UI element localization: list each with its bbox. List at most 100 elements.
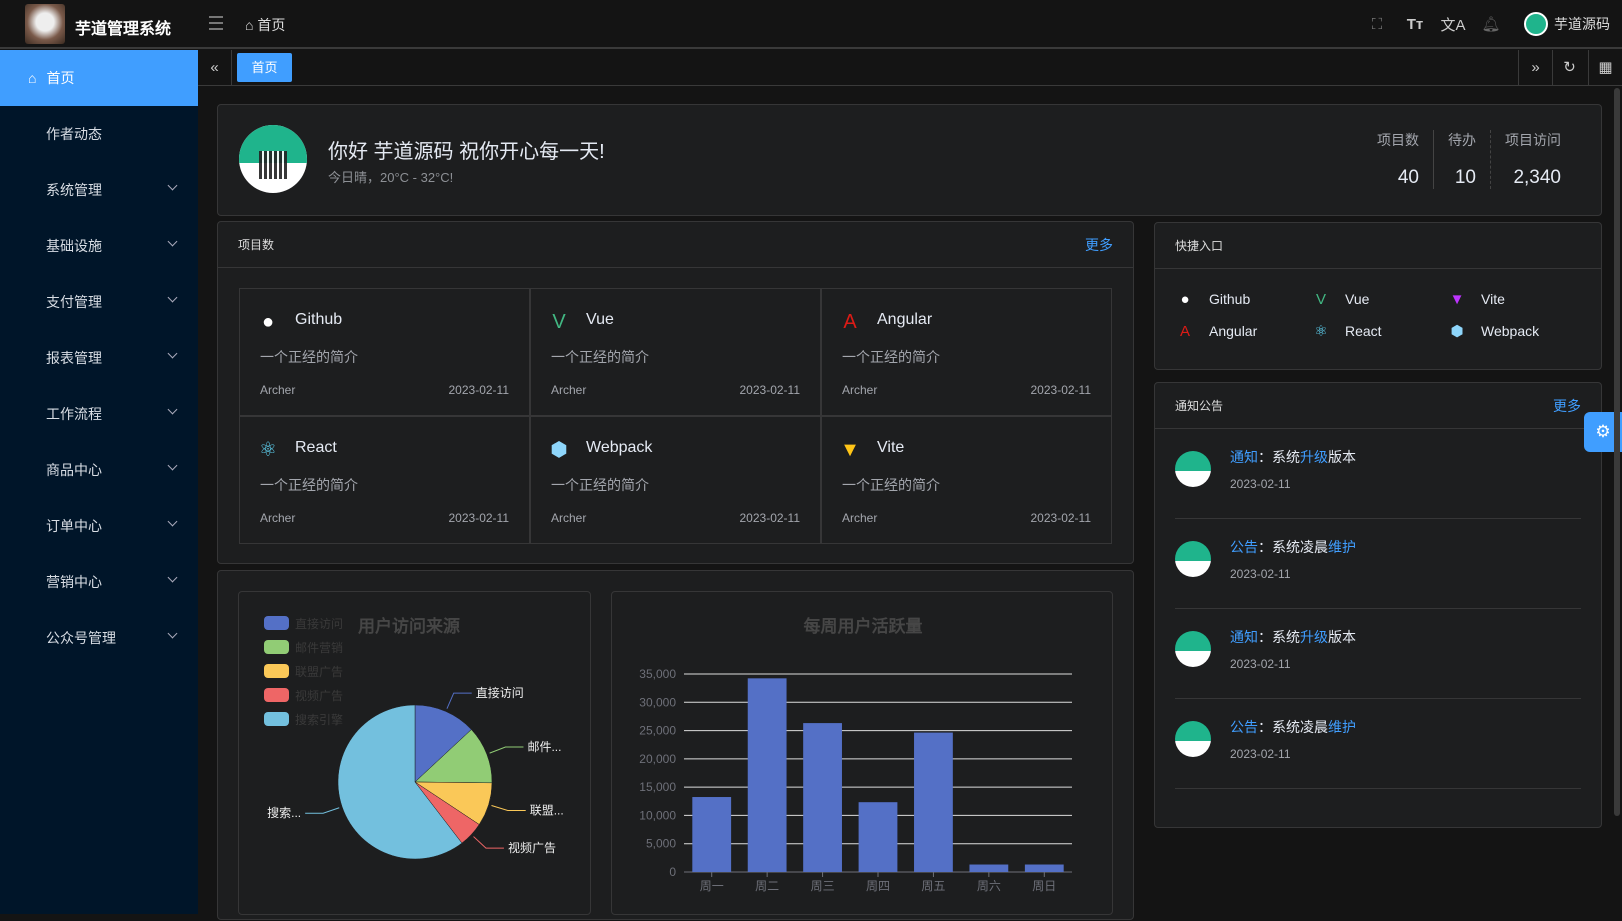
shortcut-item[interactable]: ● Github xyxy=(1171,289,1307,309)
y-tick-label: 5,000 xyxy=(646,837,676,851)
project-card[interactable]: ● Github 一个正经的简介 Archer 2023-02-11 xyxy=(239,288,530,416)
user-avatar[interactable] xyxy=(1524,12,1548,36)
github-icon: ● xyxy=(1180,290,1190,308)
bar xyxy=(803,723,842,872)
sidebar-item-label: 商品中心 xyxy=(46,462,102,478)
slice-label: 视频广告 xyxy=(508,840,556,855)
stat-label: 项目访问 xyxy=(1505,132,1561,148)
logo xyxy=(25,4,65,44)
y-tick-label: 10,000 xyxy=(639,808,676,822)
refresh-icon[interactable]: ↻ xyxy=(1552,50,1586,85)
notice-date: 2023-02-11 xyxy=(1230,657,1291,671)
grid-menu-icon[interactable]: ▦ xyxy=(1588,50,1622,85)
x-tick-label: 周三 xyxy=(811,879,835,893)
project-desc: 一个正经的简介 xyxy=(260,477,358,493)
sidebar-item[interactable]: 公众号管理 xyxy=(0,610,198,666)
sidebar: ⌂ 首页作者动态系统管理 基础设施 支付管理 报表管理 工作流程商品中心订单中心营销中心公… xyxy=(0,50,198,914)
breadcrumb-item[interactable]: 首页 xyxy=(257,17,286,33)
sidebar-item[interactable]: 系统管理 xyxy=(0,162,198,218)
fullscreen-icon[interactable]: ⛶ xyxy=(1371,15,1383,33)
y-tick-label: 30,000 xyxy=(639,695,676,709)
vue-icon: V xyxy=(552,311,566,333)
shortcut-item[interactable]: A Angular xyxy=(1171,321,1307,341)
legend-swatch xyxy=(264,712,289,726)
project-card[interactable]: ⚛ React 一个正经的简介 Archer 2023-02-11 xyxy=(239,416,530,544)
stat-value: 10 xyxy=(1454,167,1476,188)
x-tick-label: 周五 xyxy=(921,879,945,893)
user-name[interactable]: 芋道源码 xyxy=(1554,16,1610,32)
notice-text: 版本 xyxy=(1328,449,1356,465)
project-name: Github xyxy=(295,311,343,328)
notice-item[interactable]: 公告：系统凌晨维护 2023-02-11 xyxy=(1175,699,1581,789)
chevron-down-icon xyxy=(167,460,178,471)
scroll-right-icon[interactable]: » xyxy=(1518,50,1552,85)
sidebar-item-label: 作者动态 xyxy=(46,126,102,142)
sidebar-item-label: 公众号管理 xyxy=(46,630,116,646)
stat-value: 2,340 xyxy=(1513,167,1561,188)
x-tick-label: 周二 xyxy=(755,879,779,893)
angular-icon: A xyxy=(843,311,857,333)
shortcut-item[interactable]: ▼ Vite xyxy=(1443,289,1579,309)
notice-type[interactable]: 公告 xyxy=(1230,539,1258,555)
notice-highlight: 升级 xyxy=(1300,449,1328,465)
project-card[interactable]: ▼ Vite 一个正经的简介 Archer 2023-02-11 xyxy=(821,416,1112,544)
notice-type[interactable]: 通知 xyxy=(1230,629,1258,645)
sidebar-item[interactable]: ⌂ 首页 xyxy=(0,50,198,106)
legend-label: 视频广告 xyxy=(295,688,343,703)
sidebar-item[interactable]: 报表管理 xyxy=(0,330,198,386)
sidebar-item[interactable]: 订单中心 xyxy=(0,498,198,554)
project-card[interactable]: V Vue 一个正经的简介 Archer 2023-02-11 xyxy=(530,288,821,416)
sidebar-item[interactable]: 工作流程 xyxy=(0,386,198,442)
shortcut-item[interactable]: ⬢ Webpack xyxy=(1443,321,1579,341)
chevron-down-icon xyxy=(167,236,178,247)
collapse-menu-icon[interactable] xyxy=(209,16,223,30)
notice-highlight: 维护 xyxy=(1328,719,1356,735)
sidebar-item[interactable]: 支付管理 xyxy=(0,274,198,330)
breadcrumb[interactable]: ⌂ 首页 xyxy=(245,15,285,35)
sidebar-item[interactable]: 营销中心 xyxy=(0,554,198,610)
bar xyxy=(747,678,787,872)
notice-item[interactable]: 通知：系统升级版本 2023-02-11 xyxy=(1175,609,1581,699)
shortcuts-card: 快捷入口 ● Github V Vue ▼ Vite A Angular ⚛ React ⬢ Webp… xyxy=(1154,222,1602,370)
pie-chart: 用户访问来源直接访问邮件营销联盟广告视频广告搜索引擎直接访问邮件...联盟...… xyxy=(264,616,564,860)
sidebar-item-label: 营销中心 xyxy=(46,574,102,590)
shortcut-label: Webpack xyxy=(1481,323,1540,339)
stat-value: 40 xyxy=(1397,167,1419,188)
project-date: 2023-02-11 xyxy=(739,383,801,397)
notice-avatar xyxy=(1175,721,1211,757)
notice-date: 2023-02-11 xyxy=(1230,567,1291,581)
notice-text: 系统 xyxy=(1272,449,1300,465)
shortcut-item[interactable]: V Vue xyxy=(1307,289,1443,309)
scrollbar[interactable] xyxy=(1614,88,1620,816)
vite-icon: ▼ xyxy=(840,439,860,461)
vue-icon: V xyxy=(1315,290,1326,308)
more-link[interactable]: 更多 xyxy=(1553,397,1581,414)
slice-label-line xyxy=(489,746,524,754)
webpack-icon: ⬢ xyxy=(550,439,568,461)
notice-item[interactable]: 通知：系统升级版本 2023-02-11 xyxy=(1175,429,1581,519)
chevron-down-icon xyxy=(167,292,178,303)
notice-type[interactable]: 通知 xyxy=(1230,449,1258,465)
project-card[interactable]: ⬢ Webpack 一个正经的简介 Archer 2023-02-11 xyxy=(530,416,821,544)
sidebar-item[interactable]: 商品中心 xyxy=(0,442,198,498)
translate-icon[interactable]: 文A xyxy=(1440,16,1466,34)
shortcut-item[interactable]: ⚛ React xyxy=(1307,321,1443,341)
project-name: Angular xyxy=(877,311,933,328)
home-icon: ⌂ xyxy=(245,17,254,33)
notice-item[interactable]: 公告：系统凌晨维护 2023-02-11 xyxy=(1175,519,1581,609)
sidebar-item[interactable]: 作者动态 xyxy=(0,106,198,162)
scroll-left-icon[interactable]: « xyxy=(198,50,232,85)
bell-icon[interactable]: 🔔︎ xyxy=(1481,16,1501,33)
notice-type[interactable]: 公告 xyxy=(1230,719,1258,735)
project-date: 2023-02-11 xyxy=(1030,511,1092,525)
notice-text: 版本 xyxy=(1328,629,1356,645)
x-tick-label: 周日 xyxy=(1032,879,1056,893)
project-card[interactable]: A Angular 一个正经的简介 Archer 2023-02-11 xyxy=(821,288,1112,416)
legend-swatch xyxy=(264,664,289,678)
tab-home[interactable]: 首页 xyxy=(237,53,292,82)
sidebar-item[interactable]: 基础设施 xyxy=(0,218,198,274)
sidebar-item-label: 首页 xyxy=(46,70,75,86)
font-size-icon[interactable]: Tт xyxy=(1406,15,1424,33)
chevron-down-icon xyxy=(167,516,178,527)
more-link[interactable]: 更多 xyxy=(1085,236,1113,253)
